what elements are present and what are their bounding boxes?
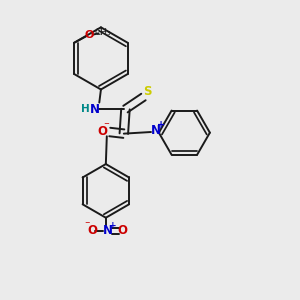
Text: N: N	[103, 224, 112, 237]
Text: O: O	[97, 125, 107, 138]
Text: O: O	[84, 30, 93, 40]
Text: O: O	[88, 224, 98, 237]
Text: ⁻: ⁻	[103, 121, 109, 131]
Text: CH₃: CH₃	[94, 28, 111, 37]
Text: O: O	[117, 224, 127, 237]
Text: ⁻: ⁻	[84, 220, 90, 231]
Text: H: H	[81, 104, 90, 114]
Text: +: +	[109, 221, 117, 230]
Text: S: S	[143, 85, 152, 98]
Text: N: N	[151, 124, 160, 137]
Text: N: N	[89, 103, 99, 116]
Text: +: +	[158, 120, 166, 130]
